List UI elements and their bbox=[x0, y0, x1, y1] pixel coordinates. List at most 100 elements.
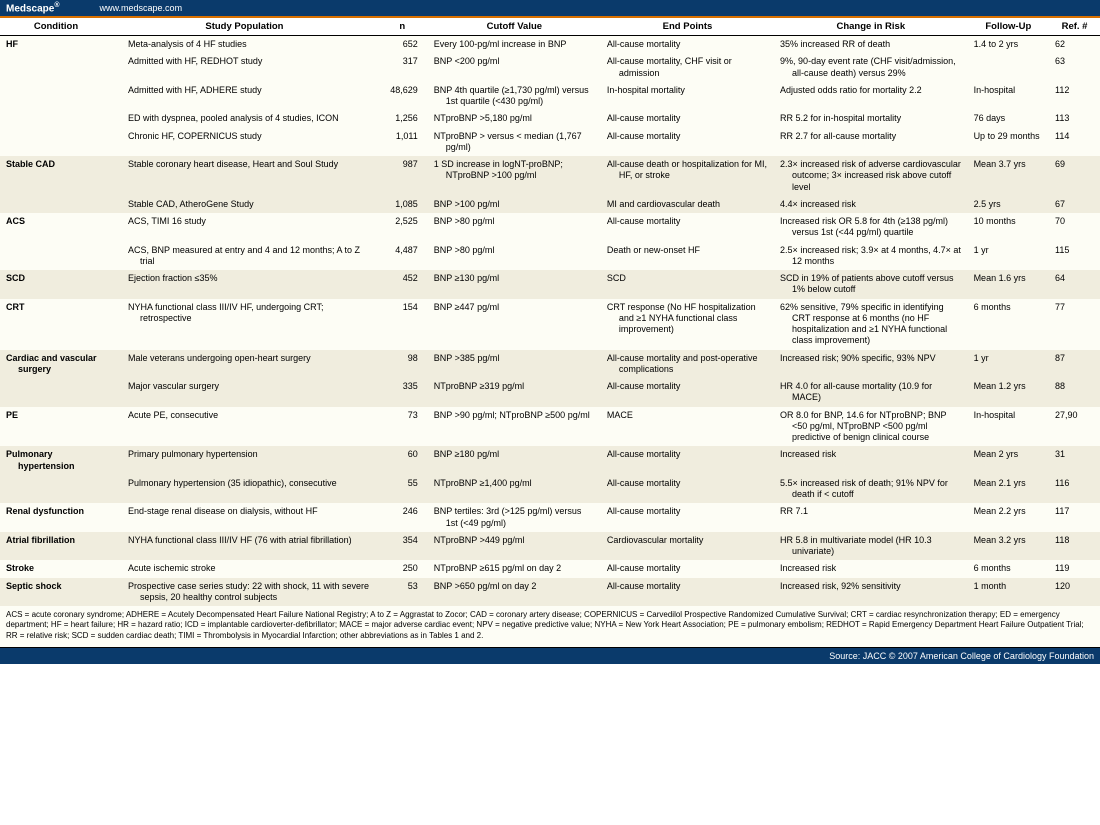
cell-condition: CRT bbox=[0, 299, 112, 350]
cell-ref: 115 bbox=[1049, 242, 1100, 271]
cell-cutoff: NTproBNP >449 pg/ml bbox=[428, 532, 601, 561]
cell-population: NYHA functional class III/IV HF (76 with… bbox=[112, 532, 377, 561]
cell-n: 1,085 bbox=[377, 196, 428, 213]
data-table: Condition Study Population n Cutoff Valu… bbox=[0, 18, 1100, 606]
cell-followup: Mean 2.1 yrs bbox=[968, 475, 1049, 504]
cell-cutoff: BNP >90 pg/ml; NTproBNP ≥500 pg/ml bbox=[428, 407, 601, 447]
cell-population: Stable coronary heart disease, Heart and… bbox=[112, 156, 377, 196]
cell-change: HR 5.8 in multivariate model (HR 10.3 un… bbox=[774, 532, 968, 561]
brand-text: Medscape bbox=[6, 3, 54, 14]
cell-condition bbox=[0, 196, 112, 213]
cell-cutoff: BNP ≥447 pg/ml bbox=[428, 299, 601, 350]
cell-condition bbox=[0, 475, 112, 504]
cell-cutoff: BNP >80 pg/ml bbox=[428, 213, 601, 242]
cell-population: Admitted with HF, REDHOT study bbox=[112, 53, 377, 82]
cell-cutoff: BNP >100 pg/ml bbox=[428, 196, 601, 213]
cell-change: 2.5× increased risk; 3.9× at 4 months, 4… bbox=[774, 242, 968, 271]
col-followup: Follow-Up bbox=[968, 18, 1049, 36]
cell-followup: 10 months bbox=[968, 213, 1049, 242]
table-row: ED with dyspnea, pooled analysis of 4 st… bbox=[0, 110, 1100, 127]
cell-ref: 114 bbox=[1049, 128, 1100, 157]
cell-cutoff: NTproBNP ≥615 pg/ml on day 2 bbox=[428, 560, 601, 577]
cell-n: 250 bbox=[377, 560, 428, 577]
cell-followup: Mean 3.7 yrs bbox=[968, 156, 1049, 196]
cell-followup: 1 yr bbox=[968, 350, 1049, 379]
cell-condition: Cardiac and vascular surgery bbox=[0, 350, 112, 379]
cell-condition: ACS bbox=[0, 213, 112, 242]
cell-cutoff: BNP ≥180 pg/ml bbox=[428, 446, 601, 475]
cell-ref: 67 bbox=[1049, 196, 1100, 213]
cell-n: 652 bbox=[377, 36, 428, 54]
table-row: StrokeAcute ischemic stroke250NTproBNP ≥… bbox=[0, 560, 1100, 577]
cell-ref: 112 bbox=[1049, 82, 1100, 111]
cell-change: 2.3× increased risk of adverse cardiovas… bbox=[774, 156, 968, 196]
cell-n: 1,256 bbox=[377, 110, 428, 127]
cell-ref: 77 bbox=[1049, 299, 1100, 350]
cell-population: Meta-analysis of 4 HF studies bbox=[112, 36, 377, 54]
cell-population: Chronic HF, COPERNICUS study bbox=[112, 128, 377, 157]
footnote-text: ACS = acute coronary syndrome; ADHERE = … bbox=[0, 606, 1100, 648]
table-row: Pulmonary hypertensionPrimary pulmonary … bbox=[0, 446, 1100, 475]
cell-population: Acute ischemic stroke bbox=[112, 560, 377, 577]
cell-followup: Up to 29 months bbox=[968, 128, 1049, 157]
cell-followup: Mean 2 yrs bbox=[968, 446, 1049, 475]
cell-population: Pulmonary hypertension (35 idiopathic), … bbox=[112, 475, 377, 504]
cell-ref: 69 bbox=[1049, 156, 1100, 196]
cell-population: Major vascular surgery bbox=[112, 378, 377, 407]
cell-followup: 6 months bbox=[968, 560, 1049, 577]
cell-change: RR 5.2 for in-hospital mortality bbox=[774, 110, 968, 127]
brand-reg: ® bbox=[54, 2, 59, 9]
cell-change: HR 4.0 for all-cause mortality (10.9 for… bbox=[774, 378, 968, 407]
cell-cutoff: BNP >80 pg/ml bbox=[428, 242, 601, 271]
table-body: HFMeta-analysis of 4 HF studies652Every … bbox=[0, 36, 1100, 607]
cell-endpoint: All-cause mortality bbox=[601, 378, 774, 407]
cell-endpoint: MI and cardiovascular death bbox=[601, 196, 774, 213]
cell-n: 354 bbox=[377, 532, 428, 561]
cell-followup: Mean 1.2 yrs bbox=[968, 378, 1049, 407]
cell-condition: Stable CAD bbox=[0, 156, 112, 196]
table-row: Chronic HF, COPERNICUS study1,011NTproBN… bbox=[0, 128, 1100, 157]
cell-ref: 120 bbox=[1049, 578, 1100, 607]
cell-ref: 117 bbox=[1049, 503, 1100, 532]
cell-change: RR 2.7 for all-cause mortality bbox=[774, 128, 968, 157]
cell-change: 9%, 90-day event rate (CHF visit/admissi… bbox=[774, 53, 968, 82]
cell-population: Prospective case series study: 22 with s… bbox=[112, 578, 377, 607]
table-row: Stable CAD, AtheroGene Study1,085BNP >10… bbox=[0, 196, 1100, 213]
cell-endpoint: All-cause mortality bbox=[601, 446, 774, 475]
cell-n: 246 bbox=[377, 503, 428, 532]
cell-population: Stable CAD, AtheroGene Study bbox=[112, 196, 377, 213]
cell-endpoint: MACE bbox=[601, 407, 774, 447]
cell-cutoff: NTproBNP ≥1,400 pg/ml bbox=[428, 475, 601, 504]
cell-cutoff: BNP >385 pg/ml bbox=[428, 350, 601, 379]
table-row: SCDEjection fraction ≤35%452BNP ≥130 pg/… bbox=[0, 270, 1100, 299]
cell-endpoint: Cardiovascular mortality bbox=[601, 532, 774, 561]
brand-logo: Medscape® bbox=[6, 2, 60, 14]
cell-ref: 116 bbox=[1049, 475, 1100, 504]
cell-cutoff: NTproBNP > versus < median (1,767 pg/ml) bbox=[428, 128, 601, 157]
cell-condition bbox=[0, 110, 112, 127]
cell-population: ACS, TIMI 16 study bbox=[112, 213, 377, 242]
cell-cutoff: NTproBNP ≥319 pg/ml bbox=[428, 378, 601, 407]
cell-population: End-stage renal disease on dialysis, wit… bbox=[112, 503, 377, 532]
cell-change: Increased risk, 92% sensitivity bbox=[774, 578, 968, 607]
cell-n: 452 bbox=[377, 270, 428, 299]
cell-endpoint: Death or new-onset HF bbox=[601, 242, 774, 271]
cell-ref: 63 bbox=[1049, 53, 1100, 82]
cell-endpoint: All-cause mortality bbox=[601, 578, 774, 607]
cell-followup: Mean 1.6 yrs bbox=[968, 270, 1049, 299]
cell-change: Increased risk; 90% specific, 93% NPV bbox=[774, 350, 968, 379]
cell-endpoint: CRT response (No HF hospitalization and … bbox=[601, 299, 774, 350]
cell-endpoint: All-cause mortality bbox=[601, 475, 774, 504]
cell-condition: Atrial fibrillation bbox=[0, 532, 112, 561]
cell-followup: Mean 2.2 yrs bbox=[968, 503, 1049, 532]
cell-ref: 113 bbox=[1049, 110, 1100, 127]
cell-cutoff: NTproBNP >5,180 pg/ml bbox=[428, 110, 601, 127]
cell-n: 53 bbox=[377, 578, 428, 607]
cell-condition: SCD bbox=[0, 270, 112, 299]
cell-endpoint: All-cause mortality bbox=[601, 128, 774, 157]
cell-followup: 1 month bbox=[968, 578, 1049, 607]
cell-ref: 31 bbox=[1049, 446, 1100, 475]
cell-endpoint: All-cause mortality bbox=[601, 503, 774, 532]
cell-change: Adjusted odds ratio for mortality 2.2 bbox=[774, 82, 968, 111]
table-row: Stable CADStable coronary heart disease,… bbox=[0, 156, 1100, 196]
